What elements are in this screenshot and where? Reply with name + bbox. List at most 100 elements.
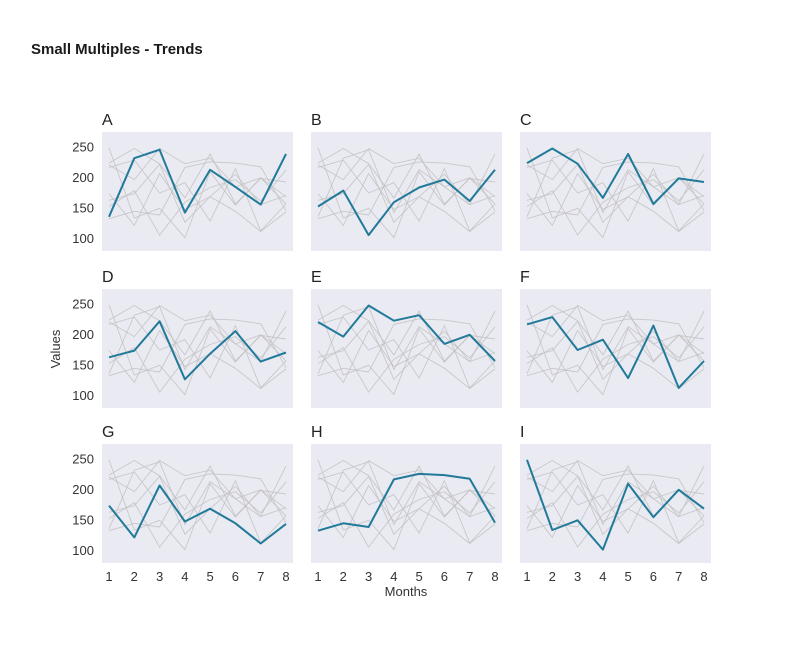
- context-line-a-i: [108, 147, 287, 239]
- x-tick-label-i-2: 2: [549, 569, 556, 584]
- x-tick-label-h-6: 6: [441, 569, 448, 584]
- y-tick-label-100: 100: [72, 231, 94, 246]
- x-tick-label-g-5: 5: [207, 569, 214, 584]
- context-line-a-b: [108, 169, 287, 236]
- context-line-d-i: [108, 304, 287, 396]
- context-line-c-b: [526, 169, 705, 236]
- x-tick-label-i-4: 4: [599, 569, 606, 584]
- context-line-f-e: [526, 304, 705, 362]
- highlight-line-c: [526, 147, 705, 205]
- context-line-d-a: [108, 306, 287, 374]
- context-line-b-e: [317, 147, 496, 205]
- context-line-c-h: [526, 161, 705, 220]
- y-tick-label-200: 200: [72, 327, 94, 342]
- context-line-h-i: [317, 459, 496, 551]
- highlight-line-a: [108, 148, 287, 218]
- context-line-h-f: [317, 471, 496, 544]
- highlight-line-h: [317, 472, 496, 532]
- context-line-a-h: [108, 161, 287, 220]
- x-tick-label-i-7: 7: [675, 569, 682, 584]
- y-tick-label-250: 250: [72, 296, 94, 311]
- context-line-h-e: [317, 459, 496, 517]
- x-tick-label-h-2: 2: [340, 569, 347, 584]
- x-tick-label-g-1: 1: [105, 569, 112, 584]
- x-tick-label-g-7: 7: [257, 569, 264, 584]
- context-line-f-d: [526, 320, 705, 381]
- context-line-i-e: [526, 459, 705, 517]
- panel-label-b: B: [311, 112, 322, 129]
- context-line-b-f: [317, 159, 496, 232]
- context-line-e-h: [317, 318, 496, 377]
- x-tick-label-i-5: 5: [625, 569, 632, 584]
- context-line-e-f: [317, 316, 496, 389]
- context-line-b-h: [317, 161, 496, 220]
- y-tick-label-150: 150: [72, 512, 94, 527]
- context-line-d-h: [108, 318, 287, 377]
- highlight-line-g: [108, 484, 287, 545]
- context-line-c-f: [526, 159, 705, 232]
- highlight-line-d: [108, 320, 287, 381]
- panel-label-i: I: [520, 424, 524, 441]
- context-line-c-a: [526, 149, 705, 217]
- x-tick-label-i-1: 1: [523, 569, 530, 584]
- context-line-i-d: [526, 475, 705, 536]
- panel-label-e: E: [311, 269, 322, 286]
- x-tick-label-h-4: 4: [390, 569, 397, 584]
- y-tick-label-200: 200: [72, 482, 94, 497]
- x-tick-label-h-3: 3: [365, 569, 372, 584]
- context-line-e-i: [317, 304, 496, 396]
- context-line-c-d: [526, 163, 705, 224]
- x-tick-label-h-7: 7: [466, 569, 473, 584]
- panel-label-f: F: [520, 269, 530, 286]
- y-tick-label-200: 200: [72, 170, 94, 185]
- x-tick-label-g-3: 3: [156, 569, 163, 584]
- highlight-line-e: [317, 304, 496, 362]
- context-line-g-a: [108, 461, 287, 529]
- context-line-g-h: [108, 473, 287, 532]
- context-line-g-f: [108, 471, 287, 544]
- context-line-g-d: [108, 475, 287, 536]
- x-tick-label-g-4: 4: [181, 569, 188, 584]
- context-line-e-b: [317, 326, 496, 393]
- y-tick-label-100: 100: [72, 388, 94, 403]
- x-tick-label-i-8: 8: [700, 569, 707, 584]
- context-line-f-b: [526, 326, 705, 393]
- context-line-b-i: [317, 147, 496, 239]
- panel-label-c: C: [520, 112, 532, 129]
- context-line-h-b: [317, 481, 496, 548]
- x-tick-label-i-6: 6: [650, 569, 657, 584]
- context-line-i-a: [526, 461, 705, 529]
- chart-title: Small Multiples - Trends: [31, 41, 203, 58]
- highlight-line-b: [317, 169, 496, 237]
- context-line-e-a: [317, 306, 496, 374]
- context-line-a-f: [108, 159, 287, 232]
- context-line-f-h: [526, 318, 705, 377]
- x-tick-label-i-3: 3: [574, 569, 581, 584]
- x-tick-label-h-5: 5: [416, 569, 423, 584]
- context-line-c-e: [526, 147, 705, 205]
- context-line-g-b: [108, 481, 287, 548]
- y-tick-label-250: 250: [72, 139, 94, 154]
- context-line-b-d: [317, 163, 496, 224]
- context-line-g-e: [108, 459, 287, 517]
- context-line-a-e: [108, 147, 287, 205]
- x-tick-label-g-8: 8: [282, 569, 289, 584]
- context-line-d-f: [108, 316, 287, 389]
- highlight-line-i: [526, 459, 705, 551]
- x-tick-label-h-1: 1: [314, 569, 321, 584]
- x-tick-label-g-6: 6: [232, 569, 239, 584]
- y-tick-label-250: 250: [72, 451, 94, 466]
- panel-label-a: A: [102, 112, 113, 129]
- context-line-e-d: [317, 320, 496, 381]
- context-line-b-a: [317, 149, 496, 217]
- context-line-i-b: [526, 481, 705, 548]
- y-tick-label-100: 100: [72, 543, 94, 558]
- panel-label-g: G: [102, 424, 114, 441]
- context-line-f-a: [526, 306, 705, 374]
- x-tick-label-h-8: 8: [491, 569, 498, 584]
- x-axis-label: Months: [385, 584, 428, 599]
- y-tick-label-150: 150: [72, 357, 94, 372]
- panel-label-d: D: [102, 269, 114, 286]
- context-line-h-d: [317, 475, 496, 536]
